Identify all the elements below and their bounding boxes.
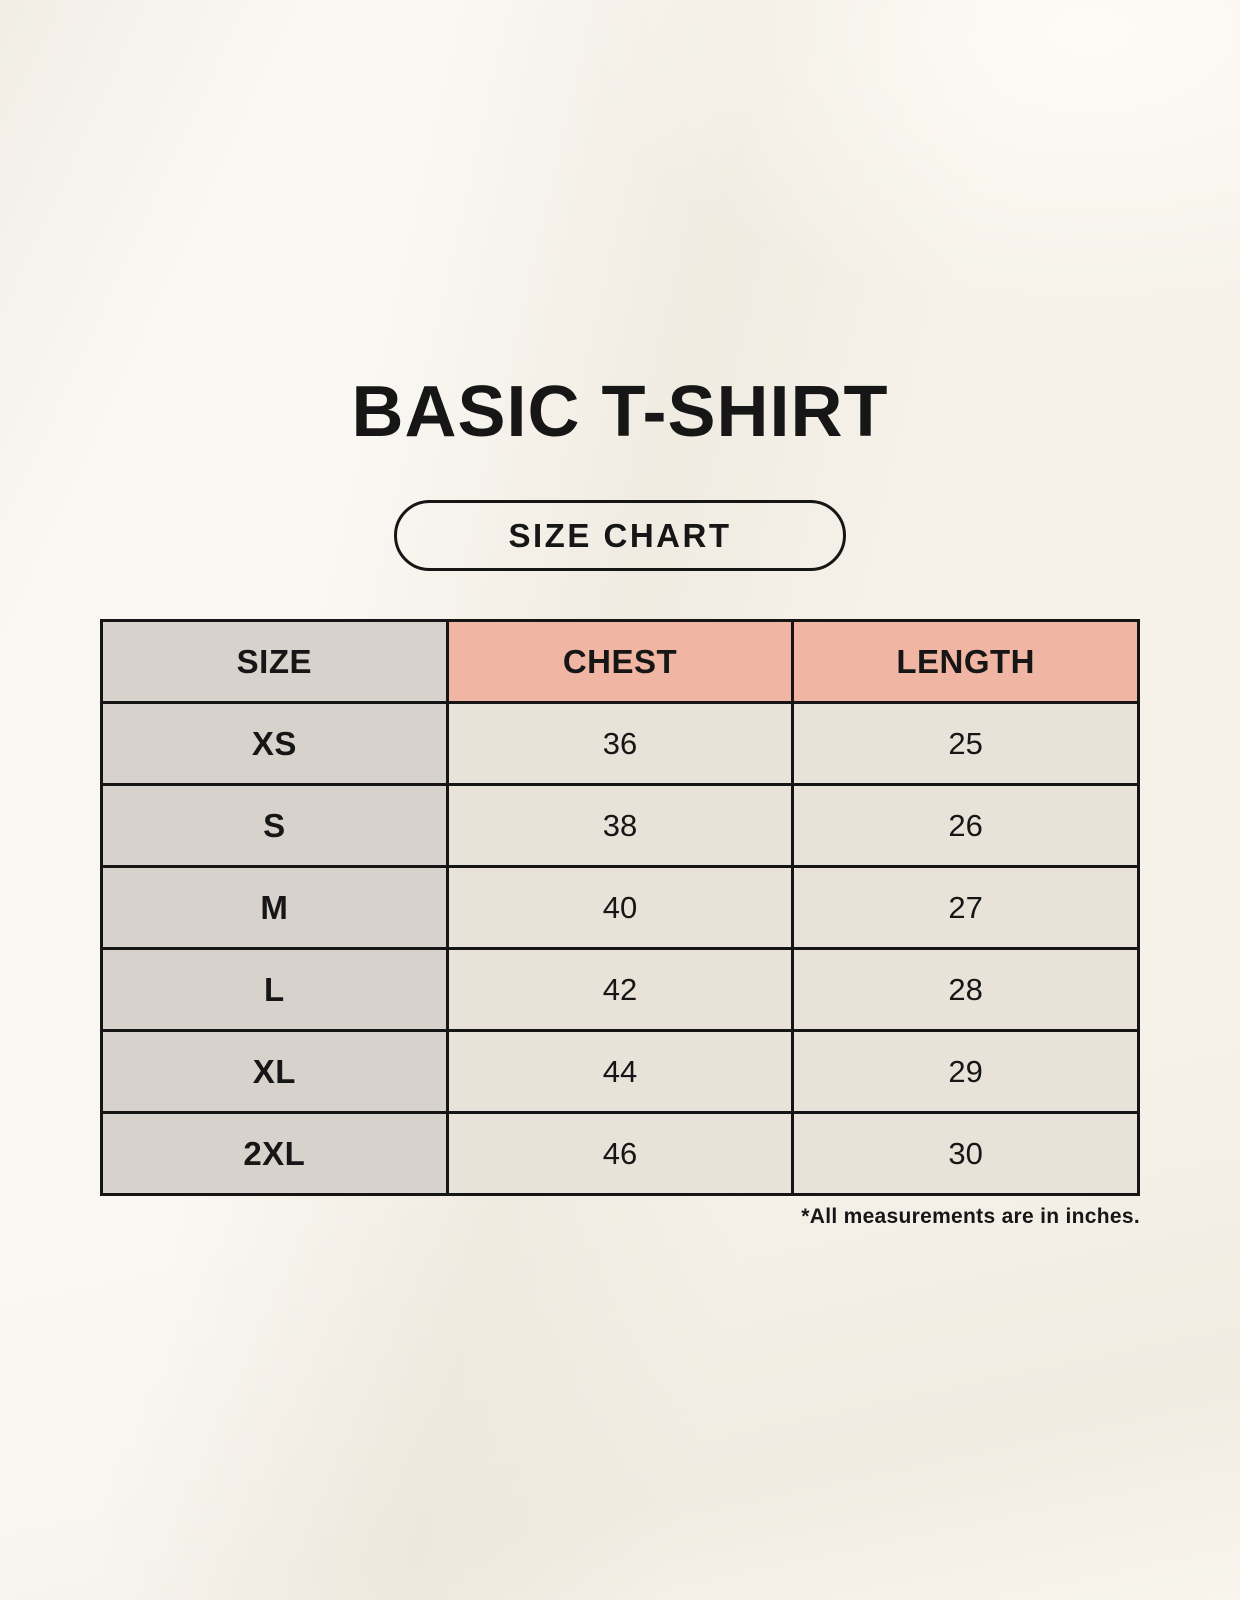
length-value: 29 (791, 1029, 1140, 1114)
size-chart-badge: SIZE CHART (394, 500, 846, 571)
table-row: L 42 28 (100, 947, 1140, 1032)
size-table: SIZE CHEST LENGTH XS 36 25 S 38 26 M 40 … (100, 619, 1140, 1196)
size-label: S (100, 783, 449, 868)
length-value: 27 (791, 865, 1140, 950)
length-value: 28 (791, 947, 1140, 1032)
chest-value: 46 (445, 1111, 795, 1196)
size-label: XL (100, 1029, 449, 1114)
table-row: XS 36 25 (100, 701, 1140, 786)
column-header-chest: CHEST (445, 619, 795, 704)
header-row: SIZE CHEST LENGTH (100, 619, 1140, 704)
chest-value: 36 (445, 701, 795, 786)
measurements-footnote: *All measurements are in inches. (801, 1205, 1140, 1228)
page-title: BASIC T-SHIRT (351, 372, 889, 452)
chest-value: 38 (445, 783, 795, 868)
chest-value: 40 (445, 865, 795, 950)
chest-value: 42 (445, 947, 795, 1032)
size-label: 2XL (100, 1111, 449, 1196)
length-value: 30 (791, 1111, 1140, 1196)
size-label: M (100, 865, 449, 950)
length-value: 25 (791, 701, 1140, 786)
table-row: M 40 27 (100, 865, 1140, 950)
column-header-size: SIZE (100, 619, 449, 704)
table-row: S 38 26 (100, 783, 1140, 868)
column-header-length: LENGTH (791, 619, 1140, 704)
chest-value: 44 (445, 1029, 795, 1114)
table-row: 2XL 46 30 (100, 1111, 1140, 1196)
size-label: L (100, 947, 449, 1032)
table-row: XL 44 29 (100, 1029, 1140, 1114)
size-label: XS (100, 701, 449, 786)
length-value: 26 (791, 783, 1140, 868)
